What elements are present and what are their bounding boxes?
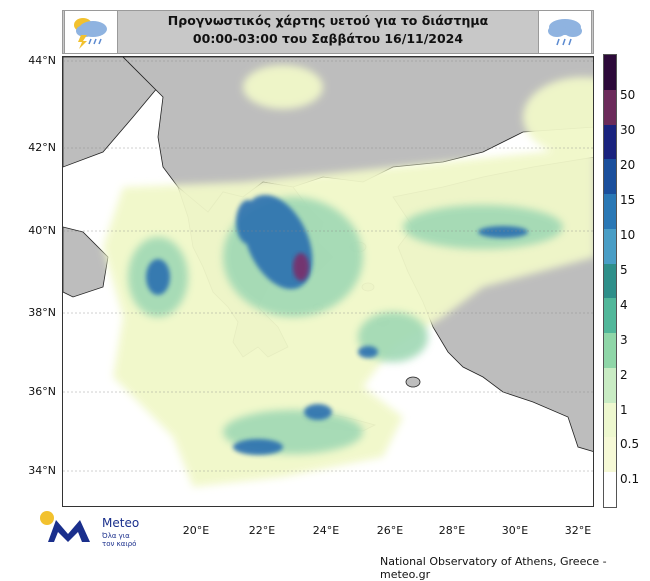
rain-cloud-icon bbox=[548, 19, 582, 46]
colorbar-segment bbox=[604, 159, 616, 195]
colorbar-segment bbox=[604, 333, 616, 368]
calabria-land bbox=[63, 226, 109, 298]
lon-label-20: 20°E bbox=[182, 524, 210, 537]
map-title-line1: Προγνωστικός χάρτης υετού για το διάστημ… bbox=[167, 13, 489, 28]
lon-label-30: 30°E bbox=[501, 524, 529, 537]
colorbar-label-20: 20 bbox=[620, 158, 636, 172]
thunderstorm-icon bbox=[74, 18, 107, 49]
colorbar-label-15: 15 bbox=[620, 193, 636, 207]
colorbar-label-50: 50 bbox=[620, 88, 636, 102]
colorbar-label-5: 5 bbox=[620, 263, 628, 277]
meteo-logo-name[interactable]: Meteo bbox=[102, 516, 140, 530]
weather-icon-right-box bbox=[538, 10, 592, 54]
colorbar-segment bbox=[604, 55, 616, 90]
meteo-logo-tagline: Όλα για τον καιρό bbox=[102, 532, 136, 548]
lon-label-32: 32°E bbox=[564, 524, 592, 537]
colorbar-segment bbox=[604, 472, 616, 507]
title-bar bbox=[62, 10, 594, 54]
colorbar-segment bbox=[604, 367, 616, 403]
colorbar-segment bbox=[604, 402, 616, 438]
lat-label-44: 44°N bbox=[28, 54, 56, 67]
precipitation-colorbar bbox=[603, 54, 617, 508]
colorbar-segment bbox=[604, 263, 616, 299]
italy-land bbox=[63, 57, 159, 168]
lon-label-28: 28°E bbox=[438, 524, 466, 537]
very-heavy-rain-field bbox=[293, 253, 309, 281]
weather-icon-left-box bbox=[64, 10, 118, 54]
colorbar-label-10: 10 bbox=[620, 228, 636, 242]
colorbar-label-30: 30 bbox=[620, 123, 636, 137]
lat-label-38: 38°N bbox=[28, 306, 56, 319]
colorbar-segment bbox=[604, 124, 616, 160]
colorbar-label-3: 3 bbox=[620, 333, 628, 347]
colorbar-segment bbox=[604, 298, 616, 334]
colorbar-segment bbox=[604, 228, 616, 264]
lon-label-24: 24°E bbox=[312, 524, 340, 537]
lat-label-36: 36°N bbox=[28, 385, 56, 398]
colorbar-segment bbox=[604, 194, 616, 229]
credit-text: National Observatory of Athens, Greece -… bbox=[380, 555, 607, 581]
colorbar-label-1: 1 bbox=[620, 403, 628, 417]
lat-label-40: 40°N bbox=[28, 224, 56, 237]
colorbar-label-4: 4 bbox=[620, 298, 628, 312]
colorbar-label-0-1: 0.1 bbox=[620, 472, 640, 486]
lon-label-26: 26°E bbox=[376, 524, 404, 537]
meteo-logo-tagline-2: τον καιρό bbox=[102, 540, 137, 548]
colorbar-label-0-5: 0.5 bbox=[620, 437, 640, 451]
colorbar-label-2: 2 bbox=[620, 368, 628, 382]
graticule bbox=[63, 60, 593, 472]
lat-label-34: 34°N bbox=[28, 464, 56, 477]
rhodes-island bbox=[405, 376, 421, 388]
lon-label-22: 22°E bbox=[248, 524, 276, 537]
meteo-logo-icon[interactable] bbox=[38, 508, 102, 548]
map-canvas bbox=[63, 57, 593, 506]
meteo-logo-tagline-1: Όλα για bbox=[102, 532, 130, 540]
colorbar-segment bbox=[604, 437, 616, 473]
lat-label-42: 42°N bbox=[28, 141, 56, 154]
map-title: Προγνωστικός χάρτης υετού για το διάστημ… bbox=[118, 12, 538, 48]
colorbar-segment bbox=[604, 89, 616, 125]
map-title-line2: 00:00-03:00 του Σαββάτου 16/11/2024 bbox=[192, 31, 464, 46]
precipitation-map[interactable] bbox=[62, 56, 594, 507]
